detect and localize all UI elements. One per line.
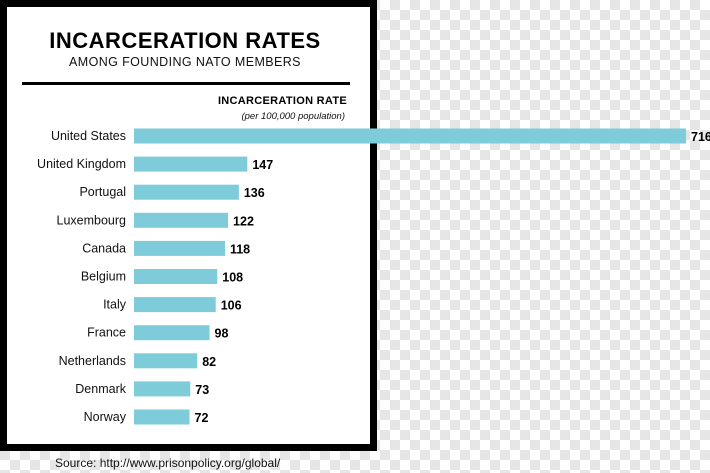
data-label: 122 [233,214,254,228]
bar [134,409,190,425]
category-label: United States [51,129,126,143]
bars-group: United States 716 United Kingdom 147 Portuga… [37,128,710,425]
data-label: 106 [221,299,242,313]
bar [134,156,248,172]
bar [134,184,239,200]
value-axis-subheader: (per 100,000 population) [241,111,345,122]
bar [134,212,229,228]
chart-subtitle: AMONG FOUNDING NATO MEMBERS [69,55,301,69]
data-label: 98 [215,327,229,341]
data-label: 118 [230,242,250,256]
data-label: 716 [691,130,710,144]
value-axis-header: INCARCERATION RATE [218,95,347,107]
data-label: 72 [195,411,209,425]
category-label: Norway [84,410,127,424]
category-label: United Kingdom [37,157,126,171]
category-label: Denmark [75,382,126,396]
data-label: 136 [244,186,265,200]
data-label: 73 [195,383,209,397]
bar [134,381,191,397]
bar [134,297,216,313]
source-note: Source: http://www.prisonpolicy.org/glob… [55,456,281,470]
category-label: Italy [103,298,127,312]
category-label: Luxembourg [57,213,127,227]
category-label: Portugal [79,185,126,199]
category-label: Netherlands [59,354,126,368]
bar [134,353,198,369]
category-label: Belgium [81,270,126,284]
title-divider [22,82,350,85]
data-label: 82 [202,355,216,369]
category-label: France [87,326,126,340]
category-label: Canada [82,241,126,255]
chart-title: INCARCERATION RATES [49,28,321,53]
bar [134,269,218,284]
data-label: 108 [222,271,243,285]
bar [134,128,686,144]
data-label: 147 [252,158,273,172]
bar [134,325,210,341]
bar [134,240,225,256]
